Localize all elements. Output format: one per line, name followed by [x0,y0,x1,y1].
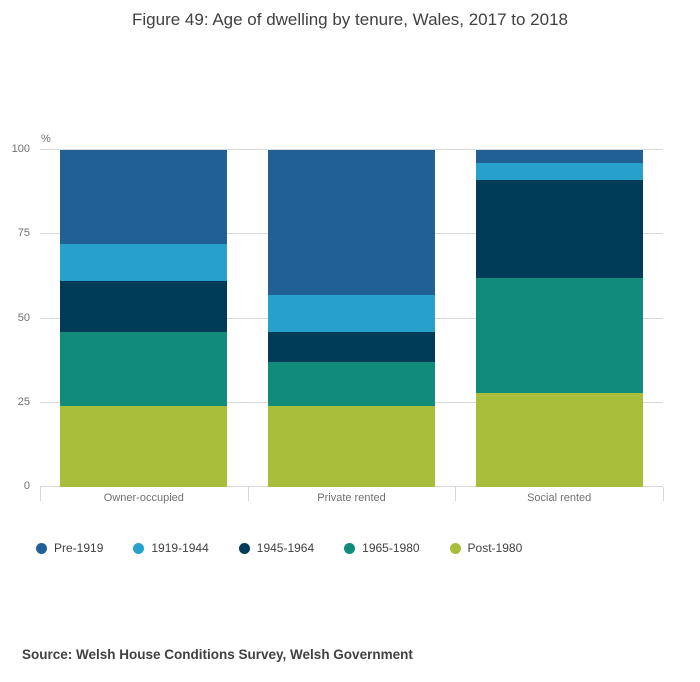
x-axis-boundary-tick [455,487,457,501]
y-tick-label: 0 [23,480,30,492]
bar-segment[interactable] [268,406,435,487]
bar-segment[interactable] [60,331,228,407]
plot-area: 0 25 50 75 100 [12,143,664,501]
x-axis-boundary-tick [40,487,41,501]
x-axis-boundary-tick [247,487,249,501]
bar-segment[interactable] [268,362,435,407]
x-category-label: Owner-occupied [103,492,184,504]
chart-title: Figure 49: Age of dwelling by tenure, Wa… [132,10,568,29]
stacked-bar [268,150,435,487]
bar-segment[interactable] [268,150,435,295]
stacked-bar [60,150,228,487]
legend-label: Post-1980 [467,541,523,555]
bar-slot-2 [455,150,663,487]
bar-segment[interactable] [475,392,643,487]
legend-dot-icon [344,542,356,554]
bar-segment[interactable] [475,163,643,181]
legend-item[interactable]: Post-1980 [449,541,523,555]
bar-segment[interactable] [60,244,228,282]
legend-dot-icon [449,542,461,554]
legend-item[interactable]: 1919-1944 [133,541,209,555]
legend-label: 1965-1980 [362,541,420,555]
legend: Pre-1919 1919-1944 1945-1964 1965-1980 Post-… [36,541,522,555]
legend-item[interactable]: 1945-1964 [238,541,315,555]
stacked-bar [475,150,643,487]
y-tick-label: 100 [11,143,30,155]
legend-dot-icon [36,542,47,554]
bar-segment[interactable] [268,331,435,363]
bar-segment[interactable] [60,150,228,245]
legend-item[interactable]: 1965-1980 [344,541,420,555]
legend-label: Pre-1919 [54,541,104,555]
bar-segment[interactable] [60,281,228,332]
x-axis-boundary-tick [663,487,664,501]
bar-slot-0 [40,150,248,487]
bar-segment[interactable] [475,180,643,279]
x-category-label: Social rented [527,492,592,504]
bar-segment[interactable] [60,406,228,487]
y-tick-label: 25 [17,395,30,408]
bar-slot-1 [248,150,456,487]
x-axis-labels: Owner-occupied Private rented Social rente… [40,492,663,504]
gridline-100: 100 [12,143,663,155]
legend-item[interactable]: Pre-1919 [36,541,103,555]
y-axis-unit-label: % [41,133,51,145]
legend-dot-icon [133,542,145,554]
legend-label: 1945-1964 [256,541,315,555]
legend-label: 1919-1944 [151,541,209,555]
bar-segment[interactable] [268,294,435,332]
bar-segment[interactable] [475,150,643,164]
bars-container [40,150,663,487]
x-category-label: Private rented [317,492,386,504]
y-tick-label: 50 [17,311,30,324]
bar-segment[interactable] [475,278,643,393]
y-tick-label: 75 [17,227,30,240]
legend-dot-icon [238,542,250,554]
source-text: Source: Welsh House Conditions Survey, W… [22,647,413,662]
